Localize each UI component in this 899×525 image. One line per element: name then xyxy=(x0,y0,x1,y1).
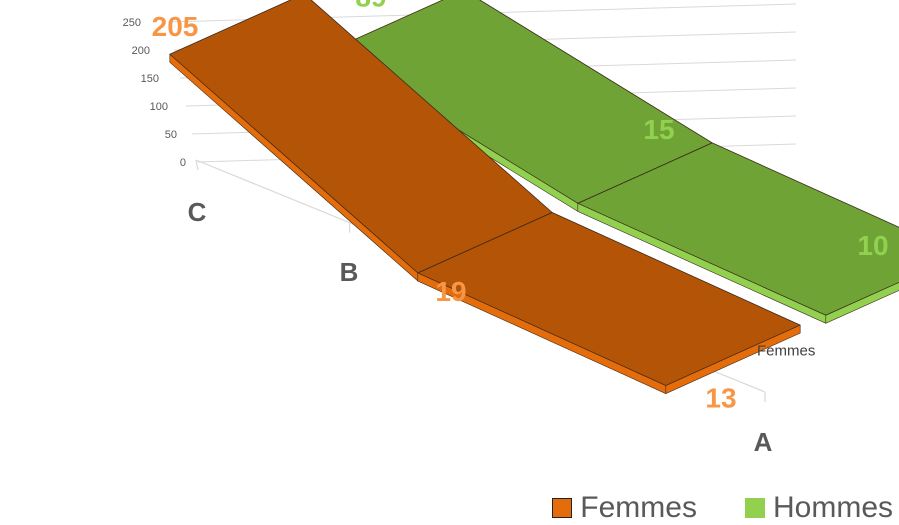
y-tick-label: 250 xyxy=(123,17,141,29)
y-tick-label: 150 xyxy=(141,73,159,85)
ribbon-end-cap xyxy=(825,282,899,324)
axes: 0 50 100 150 200 250 A B C xyxy=(123,17,773,457)
ribbons xyxy=(169,0,899,395)
series-label-femmes: Femmes xyxy=(757,343,815,360)
legend-item-femmes[interactable]: Femmes xyxy=(552,491,697,525)
category-label: A xyxy=(754,427,773,457)
category-label: B xyxy=(340,257,359,287)
category-label: C xyxy=(188,197,207,227)
data-label: 15 xyxy=(643,114,674,145)
legend-item-hommes[interactable]: Hommes xyxy=(744,491,893,525)
ribbon-femmes xyxy=(169,0,801,395)
y-tick-label: 0 xyxy=(180,157,186,169)
ribbon-end-cap xyxy=(665,324,801,395)
data-label: 205 xyxy=(152,11,199,42)
legend-swatch-hommes xyxy=(744,498,765,518)
x-axis-tick xyxy=(195,159,199,171)
data-label: 13 xyxy=(705,382,736,413)
labels: HommesFemmes1319205101589 xyxy=(152,0,889,413)
y-tick-label: 200 xyxy=(132,45,150,57)
y-tick-label: 100 xyxy=(150,101,168,113)
legend-label-hommes: Hommes xyxy=(772,491,893,524)
data-label: 19 xyxy=(435,276,466,307)
data-label: 89 xyxy=(355,0,386,12)
legend: Femmes Hommes xyxy=(504,491,893,525)
legend-swatch-femmes xyxy=(552,498,573,518)
legend-label-femmes: Femmes xyxy=(580,491,697,524)
y-tick-label: 50 xyxy=(165,129,177,141)
data-label: 10 xyxy=(857,230,888,261)
